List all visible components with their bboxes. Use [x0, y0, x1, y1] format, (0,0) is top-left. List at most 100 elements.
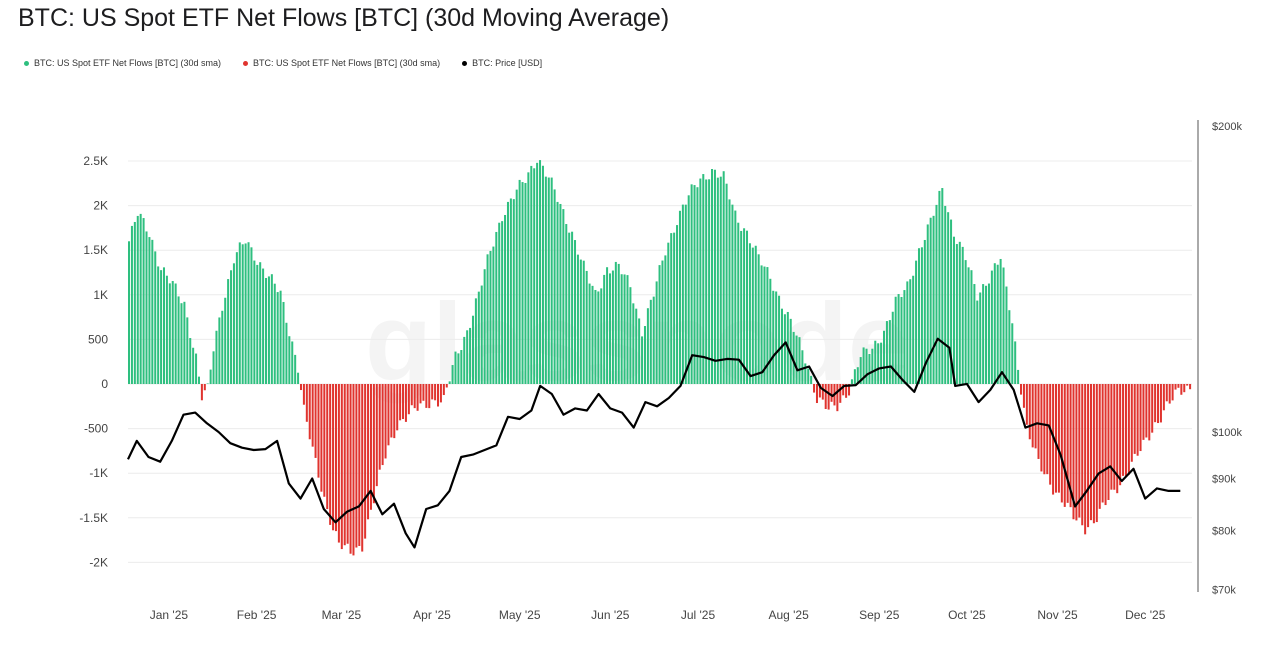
flow-bar-negative — [1025, 384, 1028, 425]
flow-bar-positive — [477, 291, 480, 384]
flow-bar-positive — [165, 275, 168, 384]
flow-bar-negative — [1171, 384, 1174, 401]
flow-bar-positive — [646, 308, 649, 384]
flow-bar-positive — [719, 176, 722, 384]
flow-bar-positive — [871, 348, 874, 384]
flow-bar-negative — [422, 384, 425, 401]
flow-bar-positive — [238, 242, 241, 384]
flow-bar-negative — [404, 384, 407, 422]
x-tick-label: Apr '25 — [413, 608, 451, 622]
legend-item-price[interactable]: BTC: Price [USD] — [462, 58, 542, 68]
flow-bar-positive — [297, 372, 300, 384]
flow-bar-positive — [512, 199, 515, 384]
flow-bar-negative — [393, 384, 396, 439]
flow-bar-positive — [693, 185, 696, 384]
flow-bar-negative — [428, 384, 431, 409]
flow-bar-positive — [979, 292, 982, 384]
flow-bar-negative — [1139, 384, 1142, 452]
y-left-tick-label: 2K — [93, 199, 108, 213]
flow-bar-negative — [1054, 384, 1058, 493]
flow-bar-positive — [192, 347, 195, 384]
flow-bar-positive — [699, 178, 702, 384]
flow-bar-positive — [970, 270, 973, 384]
flow-bar-negative — [1104, 384, 1107, 506]
flow-bar-positive — [294, 354, 297, 384]
flow-bar-negative — [387, 384, 390, 446]
flow-bar-positive — [950, 219, 953, 384]
flow-bar-positive — [632, 303, 635, 384]
y-left-tick-label: 1.5K — [83, 243, 108, 257]
flow-bar-positive — [227, 279, 230, 384]
flow-bar-positive — [591, 285, 594, 384]
flow-bar-negative — [317, 384, 320, 478]
flow-bar-negative — [329, 384, 332, 525]
flow-bar-positive — [582, 260, 585, 384]
flow-bar-positive — [795, 335, 798, 384]
flow-bar-positive — [652, 296, 655, 384]
flow-bar-positive — [544, 176, 547, 384]
flow-bar-negative — [1075, 384, 1078, 521]
flow-bar-positive — [993, 263, 996, 384]
flow-bar-negative — [1092, 384, 1095, 524]
flow-bar-positive — [915, 260, 918, 384]
flow-bar-positive — [649, 299, 652, 384]
flow-bar-negative — [320, 384, 323, 492]
flow-bar-negative — [1060, 384, 1063, 503]
flow-bar-positive — [562, 209, 565, 384]
price-line-group — [127, 337, 1181, 549]
flow-bar-positive — [944, 205, 947, 384]
flow-bar-positive — [568, 232, 571, 384]
flow-bar-negative — [845, 384, 848, 398]
flow-bar-positive — [480, 285, 483, 384]
flow-bar-negative — [1151, 384, 1154, 433]
flow-bar-positive — [539, 160, 542, 384]
flow-bar-positive — [218, 317, 221, 384]
flow-bar-positive — [606, 267, 609, 384]
flow-bar-negative — [1078, 384, 1081, 518]
flow-bar-positive — [617, 263, 620, 384]
flow-bar-positive — [474, 298, 477, 384]
y-left-tick-label: -500 — [84, 422, 108, 436]
flow-bar-positive — [168, 283, 171, 384]
flow-bar-positive — [661, 260, 664, 384]
legend-label-price: BTC: Price [USD] — [472, 58, 543, 68]
flow-bar-positive — [856, 367, 859, 384]
price-line — [127, 337, 1181, 549]
flow-bars — [128, 160, 1192, 556]
flow-bar-positive — [722, 171, 725, 384]
y-right-tick-label: $90k — [1212, 474, 1236, 486]
flow-bar-positive — [215, 330, 218, 384]
flow-bar-positive — [643, 326, 646, 384]
flow-bar-positive — [541, 165, 544, 384]
flow-bar-negative — [1020, 384, 1023, 395]
legend-item-negative-flows[interactable]: BTC: US Spot ETF Net Flows [BTC] (30d sm… — [243, 58, 440, 68]
flow-bar-negative — [1183, 384, 1186, 393]
flow-bar-positive — [454, 351, 457, 384]
flow-bar-negative — [1127, 384, 1130, 475]
flow-bar-positive — [492, 246, 495, 384]
flow-bar-positive — [1014, 341, 1017, 384]
flow-bar-negative — [340, 384, 343, 550]
flow-bar-positive — [982, 284, 985, 384]
flow-bar-positive — [941, 188, 944, 384]
flow-bar-negative — [821, 384, 824, 400]
legend-dot-black — [462, 60, 468, 66]
flow-bar-positive — [128, 241, 131, 384]
flow-bar-positive — [935, 204, 938, 384]
legend-item-positive-flows[interactable]: BTC: US Spot ETF Net Flows [BTC] (30d sm… — [24, 58, 221, 68]
flow-bar-positive — [696, 187, 699, 384]
flow-bar-positive — [148, 237, 151, 384]
flow-bar-negative — [813, 384, 816, 393]
flow-bar-negative — [1165, 384, 1168, 402]
flow-bar-negative — [1052, 384, 1055, 495]
flow-bar-negative — [419, 384, 422, 404]
flow-bar-positive — [702, 174, 705, 384]
flow-bar-positive — [760, 265, 763, 384]
flow-bar-positive — [958, 241, 961, 384]
flow-bar-positive — [608, 273, 612, 384]
flow-bar-negative — [1107, 384, 1110, 500]
flow-bar-positive — [917, 248, 920, 384]
flow-bar-positive — [705, 179, 708, 384]
flow-bar-negative — [332, 384, 335, 531]
